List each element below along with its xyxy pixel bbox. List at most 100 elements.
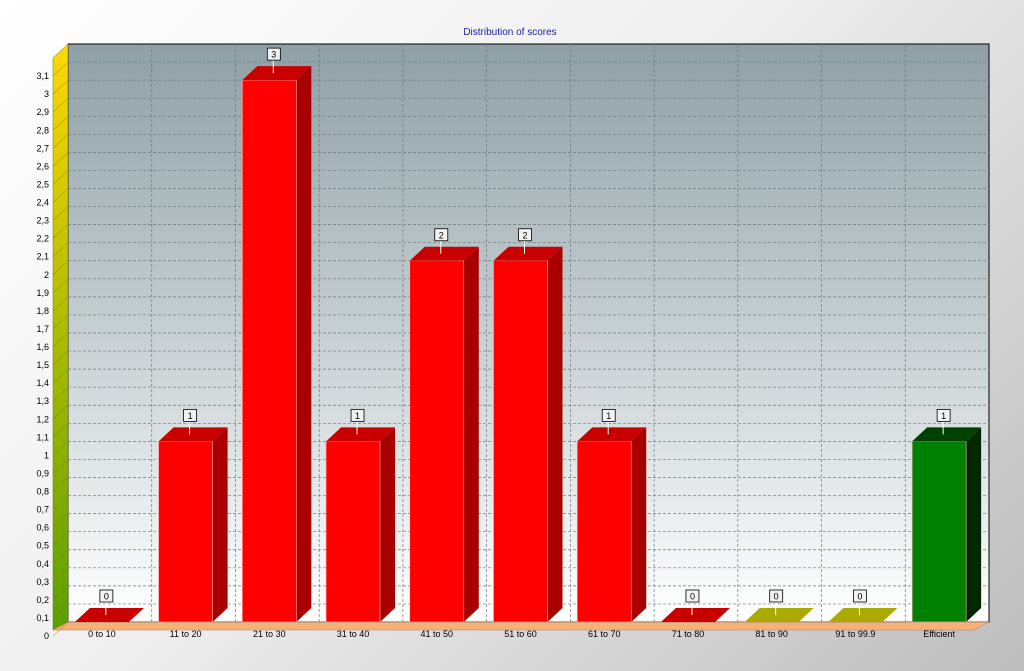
y-tick-label: 2,5 xyxy=(36,179,49,189)
data-label: 0 xyxy=(104,592,109,602)
x-tick-label: 91 to 99.9 xyxy=(835,629,875,639)
chart-title: Distribution of scores xyxy=(463,27,557,38)
bar xyxy=(325,441,381,623)
wall-grid-line xyxy=(52,387,69,402)
bar-top xyxy=(326,427,396,442)
wall-grid-line xyxy=(52,459,69,474)
y-tick-label: 1 xyxy=(44,450,49,460)
data-label: 0 xyxy=(774,592,779,602)
wall-grid-line xyxy=(52,350,69,366)
data-label-box xyxy=(434,228,449,242)
data-label-box xyxy=(99,589,114,603)
wall-grid-line xyxy=(52,585,69,601)
y-tick-label: 1,9 xyxy=(36,288,49,298)
bar xyxy=(911,441,967,623)
bar-top xyxy=(660,608,730,622)
x-tick-label: 21 to 30 xyxy=(253,629,286,639)
data-label-box xyxy=(350,408,365,422)
x-tick-label: 41 to 50 xyxy=(421,629,454,639)
bar-top xyxy=(828,608,898,622)
wall-grid-line xyxy=(52,98,69,113)
y-tick-label: 2,8 xyxy=(36,125,49,135)
wall-grid-line xyxy=(52,603,69,619)
y-tick-label: 0,3 xyxy=(36,577,49,587)
wall-grid-line xyxy=(52,134,69,149)
y-tick-label: 2,2 xyxy=(36,234,49,244)
data-label: 1 xyxy=(188,411,193,421)
wall-grid-line xyxy=(52,79,69,95)
bar-top xyxy=(493,246,563,261)
wall-grid-line xyxy=(52,206,69,221)
bar xyxy=(493,260,548,623)
bar-side xyxy=(463,246,479,622)
wall-grid-line xyxy=(52,224,69,239)
y-tick-label: 2,6 xyxy=(36,161,49,171)
wall-grid-line xyxy=(52,405,69,420)
data-label: 1 xyxy=(941,411,946,421)
bar-side xyxy=(380,427,396,622)
y-tick-label: 3,1 xyxy=(36,71,49,81)
bar-side xyxy=(212,427,228,622)
y-tick-label: 0,9 xyxy=(36,468,49,478)
y-tick-label: 2,3 xyxy=(36,216,49,226)
y-tick-label: 2,9 xyxy=(36,107,49,117)
y-tick-label: 1,3 xyxy=(36,396,49,406)
bar xyxy=(409,260,465,623)
wall-grid-line xyxy=(52,495,69,510)
data-label-box xyxy=(266,47,281,61)
y-tick-label: 0,2 xyxy=(36,595,49,605)
wall-grid-line xyxy=(52,314,69,330)
data-label: 2 xyxy=(522,230,527,240)
data-label-box xyxy=(769,589,784,603)
wall-grid-line xyxy=(52,332,69,348)
x-tick-label: 51 to 60 xyxy=(504,629,537,639)
wall-grid-line xyxy=(52,278,69,293)
x-tick-label: 11 to 20 xyxy=(170,629,202,639)
y-tick-label: 0,8 xyxy=(36,487,49,497)
bar-top xyxy=(744,608,814,622)
bar-side xyxy=(547,246,563,622)
bar-top xyxy=(912,427,982,442)
data-label-box xyxy=(518,228,532,242)
x-tick-label: 31 to 40 xyxy=(337,629,370,639)
wall-grid-line xyxy=(52,567,69,582)
x-tick-label: 71 to 80 xyxy=(672,629,705,639)
data-label: 1 xyxy=(355,411,360,421)
bar-top xyxy=(74,608,144,622)
y-tick-label: 0 xyxy=(44,631,49,641)
y-tick-label: 1,6 xyxy=(36,342,49,352)
x-tick-label: Efficient xyxy=(923,629,955,639)
data-label-box xyxy=(685,589,700,603)
y-tick-label: 0,6 xyxy=(36,523,49,533)
y-tick-label: 1,2 xyxy=(36,414,49,424)
wall-grid-line xyxy=(52,621,69,637)
wall-grid-line xyxy=(52,242,69,257)
wall-grid-line xyxy=(52,441,69,456)
wall-grid-line xyxy=(52,61,69,77)
wall-grid-line xyxy=(52,116,69,131)
wall-grid-line xyxy=(52,423,69,438)
wall-grid-line xyxy=(52,170,69,185)
x-tick-label: 81 to 90 xyxy=(755,629,788,639)
y-tick-label: 1,7 xyxy=(36,324,49,334)
x-tick-label: 61 to 70 xyxy=(588,629,621,639)
x-tick-label: 0 to 10 xyxy=(88,629,116,639)
wall-grid-line xyxy=(52,188,69,203)
y-tick-label: 2,7 xyxy=(36,143,49,153)
y-tick-label: 0,1 xyxy=(36,613,49,623)
wall-grid-line xyxy=(52,549,69,564)
data-label-box xyxy=(183,408,197,422)
data-label: 0 xyxy=(857,592,862,602)
data-label-box xyxy=(853,589,867,603)
bar-top xyxy=(242,66,312,81)
y-tick-label: 3 xyxy=(44,89,49,99)
bar-side xyxy=(631,427,647,622)
y-tick-label: 0,4 xyxy=(36,559,49,569)
left-wall xyxy=(52,43,69,631)
y-tick-label: 2,1 xyxy=(36,252,49,262)
y-tick-label: 0,7 xyxy=(36,505,49,515)
bar xyxy=(158,441,213,623)
wall-grid-line xyxy=(52,531,69,546)
data-label-box xyxy=(936,408,951,422)
